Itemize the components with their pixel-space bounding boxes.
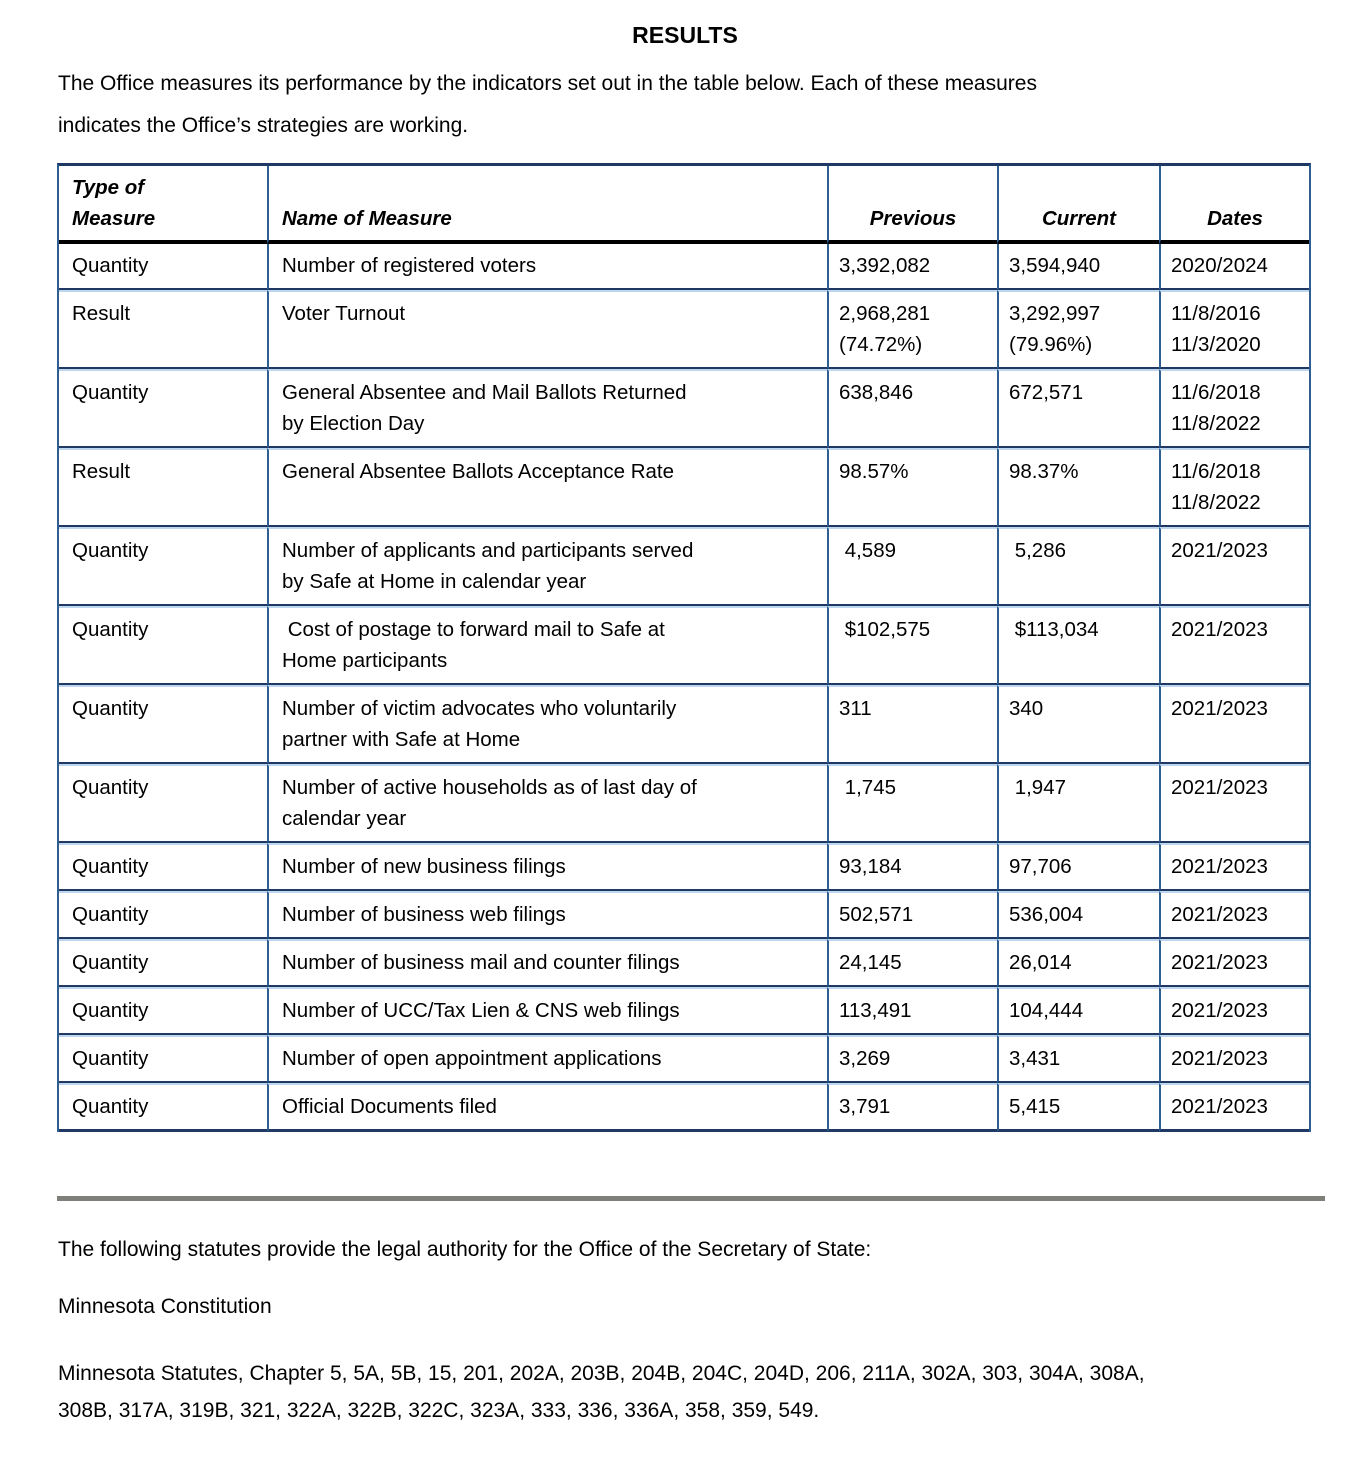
cell-previous: $102,575: [827, 606, 997, 685]
cell-name-of-measure: Number of registered voters: [267, 244, 827, 290]
cell-type-of-measure: Quantity: [59, 891, 267, 939]
cell-dates: 2021/2023: [1159, 685, 1309, 764]
cell-previous: 311: [827, 685, 997, 764]
cell-dates: 2021/2023: [1159, 939, 1309, 987]
table-row: Quantity Number of active households as …: [59, 764, 1309, 843]
cell-name-of-measure: Number of victim advocates who voluntari…: [267, 685, 827, 764]
cell-dates: 2020/2024: [1159, 244, 1309, 290]
cell-current: 98.37%: [997, 448, 1159, 527]
cell-name-of-measure: Number of open appointment applications: [267, 1035, 827, 1083]
cell-dates: 2021/2023: [1159, 843, 1309, 891]
cell-previous: 3,392,082: [827, 244, 997, 290]
cell-dates: 11/8/2016 11/3/2020: [1159, 290, 1309, 369]
cell-type-of-measure: Result: [59, 290, 267, 369]
statutes-list: Minnesota Statutes, Chapter 5, 5A, 5B, 1…: [58, 1362, 1145, 1422]
cell-previous: 93,184: [827, 843, 997, 891]
cell-previous: 2,968,281 (74.72%): [827, 290, 997, 369]
cell-current: 3,292,997 (79.96%): [997, 290, 1159, 369]
cell-name-of-measure: General Absentee Ballots Acceptance Rate: [267, 448, 827, 527]
table-row: Quantity General Absentee and Mail Ballo…: [59, 369, 1309, 448]
table-row: Quantity Number of business mail and cou…: [59, 939, 1309, 987]
cell-name-of-measure: Number of new business filings: [267, 843, 827, 891]
cell-dates: 2021/2023: [1159, 527, 1309, 606]
cell-dates: 2021/2023: [1159, 1035, 1309, 1083]
cell-name-of-measure: Number of applicants and participants se…: [267, 527, 827, 606]
header-current: Current: [997, 166, 1159, 244]
statutes-intro: The following statutes provide the legal…: [58, 1238, 872, 1261]
cell-type-of-measure: Quantity: [59, 527, 267, 606]
cell-name-of-measure: Number of UCC/Tax Lien & CNS web filings: [267, 987, 827, 1035]
cell-previous: 98.57%: [827, 448, 997, 527]
cell-name-of-measure: Official Documents filed: [267, 1083, 827, 1132]
cell-current: 340: [997, 685, 1159, 764]
table-row: Quantity Number of open appointment appl…: [59, 1035, 1309, 1083]
cell-previous: 1,745: [827, 764, 997, 843]
intro-paragraph: The Office measures its performance by t…: [58, 72, 1037, 137]
cell-dates: 2021/2023: [1159, 1083, 1309, 1132]
cell-type-of-measure: Quantity: [59, 764, 267, 843]
table-row: Quantity Number of victim advocates who …: [59, 685, 1309, 764]
cell-dates: 2021/2023: [1159, 987, 1309, 1035]
cell-previous: 24,145: [827, 939, 997, 987]
header-dates: Dates: [1159, 166, 1309, 244]
cell-previous: 3,791: [827, 1083, 997, 1132]
cell-previous: 113,491: [827, 987, 997, 1035]
cell-type-of-measure: Quantity: [59, 939, 267, 987]
table-row: Quantity Number of UCC/Tax Lien & CNS we…: [59, 987, 1309, 1035]
cell-current: 26,014: [997, 939, 1159, 987]
cell-dates: 2021/2023: [1159, 606, 1309, 685]
cell-type-of-measure: Quantity: [59, 843, 267, 891]
page-title: RESULTS: [632, 22, 738, 48]
document-page: RESULTS The Office measures its performa…: [57, 22, 1325, 1422]
cell-current: 104,444: [997, 987, 1159, 1035]
cell-current: 3,431: [997, 1035, 1159, 1083]
cell-current: 5,415: [997, 1083, 1159, 1132]
cell-current: 3,594,940: [997, 244, 1159, 290]
table-row: Quantity Number of new business filings …: [59, 843, 1309, 891]
cell-type-of-measure: Quantity: [59, 987, 267, 1035]
cell-dates: 2021/2023: [1159, 891, 1309, 939]
table-header-row: Type of Measure Name of Measure Previous…: [59, 166, 1309, 244]
cell-current: $113,034: [997, 606, 1159, 685]
cell-previous: 638,846: [827, 369, 997, 448]
table-row: Quantity Cost of postage to forward mail…: [59, 606, 1309, 685]
cell-name-of-measure: Cost of postage to forward mail to Safe …: [267, 606, 827, 685]
cell-previous: 4,589: [827, 527, 997, 606]
cell-dates: 2021/2023: [1159, 764, 1309, 843]
cell-previous: 3,269: [827, 1035, 997, 1083]
constitution-text: Minnesota Constitution: [58, 1295, 272, 1318]
cell-current: 536,004: [997, 891, 1159, 939]
table-row: Quantity Number of business web filings …: [59, 891, 1309, 939]
header-type-of-measure: Type of Measure: [59, 166, 267, 244]
cell-type-of-measure: Quantity: [59, 1035, 267, 1083]
cell-current: 5,286: [997, 527, 1159, 606]
table-row: Quantity Number of applicants and partic…: [59, 527, 1309, 606]
table-row: Quantity Number of registered voters 3,3…: [59, 244, 1309, 290]
cell-type-of-measure: Result: [59, 448, 267, 527]
cell-type-of-measure: Quantity: [59, 606, 267, 685]
cell-type-of-measure: Quantity: [59, 369, 267, 448]
cell-previous: 502,571: [827, 891, 997, 939]
cell-name-of-measure: Number of active households as of last d…: [267, 764, 827, 843]
header-name-of-measure: Name of Measure: [267, 166, 827, 244]
cell-type-of-measure: Quantity: [59, 685, 267, 764]
cell-dates: 11/6/2018 11/8/2022: [1159, 448, 1309, 527]
cell-current: 672,571: [997, 369, 1159, 448]
header-previous: Previous: [827, 166, 997, 244]
table-row: Result Voter Turnout 2,968,281 (74.72%) …: [59, 290, 1309, 369]
cell-name-of-measure: General Absentee and Mail Ballots Return…: [267, 369, 827, 448]
cell-current: 97,706: [997, 843, 1159, 891]
cell-name-of-measure: Number of business mail and counter fili…: [267, 939, 827, 987]
cell-name-of-measure: Number of business web filings: [267, 891, 827, 939]
cell-dates: 11/6/2018 11/8/2022: [1159, 369, 1309, 448]
cell-type-of-measure: Quantity: [59, 244, 267, 290]
section-divider: [57, 1196, 1325, 1201]
cell-name-of-measure: Voter Turnout: [267, 290, 827, 369]
table-row: Quantity Official Documents filed 3,791 …: [59, 1083, 1309, 1132]
table-row: Result General Absentee Ballots Acceptan…: [59, 448, 1309, 527]
cell-current: 1,947: [997, 764, 1159, 843]
cell-type-of-measure: Quantity: [59, 1083, 267, 1132]
results-table: Type of Measure Name of Measure Previous…: [57, 163, 1311, 1132]
